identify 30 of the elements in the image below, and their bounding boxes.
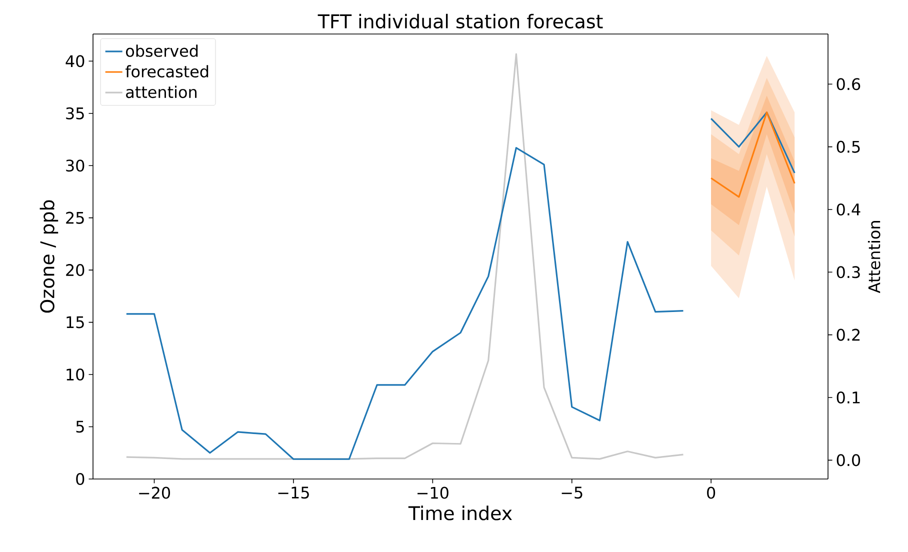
legend-label: attention xyxy=(126,86,196,98)
x-tick-label: −20 xyxy=(139,486,170,499)
y-tick-label: 10 xyxy=(66,368,84,381)
y-tick-label: 30 xyxy=(66,160,84,172)
y-tick-label: 5 xyxy=(76,420,84,433)
x-tick-label: −5 xyxy=(562,486,582,499)
y-axis-title: Ozone / ppb xyxy=(40,200,58,313)
y2-tick-label: 0.6 xyxy=(836,78,860,90)
y2-tick-label: 0.1 xyxy=(836,391,860,404)
y-tick-label: 40 xyxy=(66,55,84,68)
y2-tick-label: 0.5 xyxy=(836,140,860,153)
x-tick-label: 0 xyxy=(707,486,716,499)
y-tick-label: 0 xyxy=(76,472,84,486)
y2-tick-label: 0.3 xyxy=(836,266,860,278)
x-tick-label: −15 xyxy=(278,486,309,499)
chart-title: TFT individual station forecast xyxy=(318,14,603,28)
y2-tick-label: 0.2 xyxy=(836,328,860,341)
y-tick-label: 15 xyxy=(66,316,84,328)
legend-label: observed xyxy=(126,44,198,57)
line-series xyxy=(710,112,796,198)
x-axis-title: Time index xyxy=(408,506,512,520)
legend-label: forecasted xyxy=(125,65,208,78)
y2-axis-title: Attention xyxy=(868,221,880,294)
y2-tick-label: 0.4 xyxy=(836,203,860,216)
x-tick-label: −10 xyxy=(418,486,448,499)
y-tick-label: 25 xyxy=(66,212,84,224)
line-series xyxy=(710,112,796,174)
y-tick-label: 35 xyxy=(66,107,84,120)
y-tick-label: 20 xyxy=(66,264,84,276)
y2-tick-label: 0.0 xyxy=(836,454,860,466)
